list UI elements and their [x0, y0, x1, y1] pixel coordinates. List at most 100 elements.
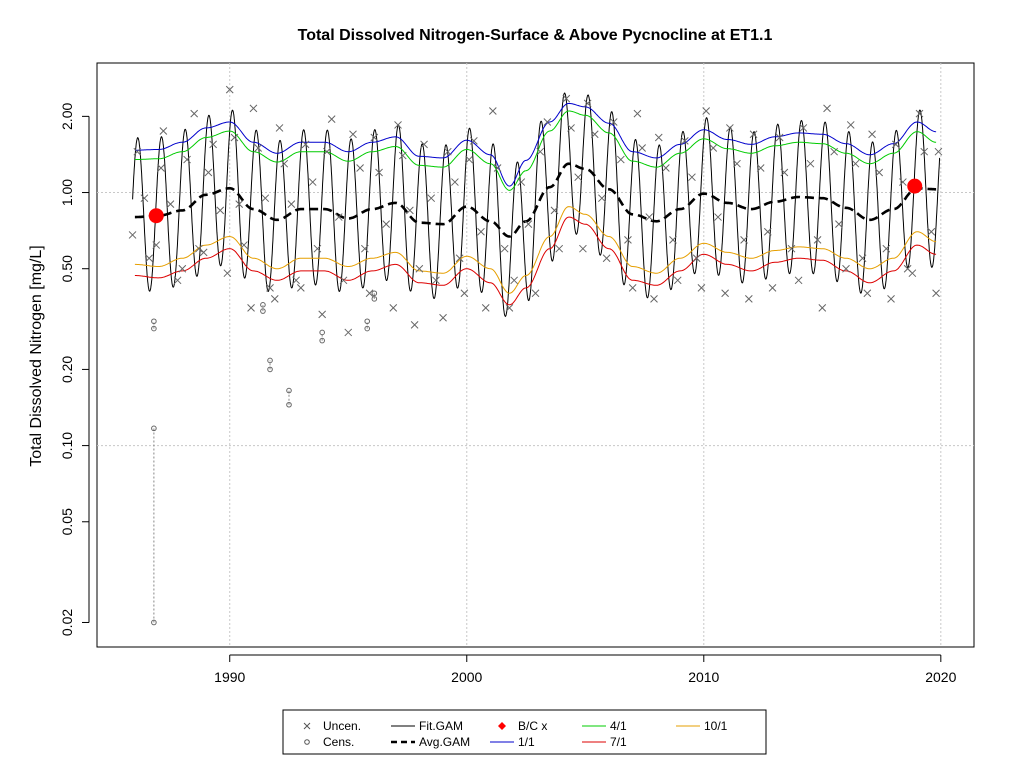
uncensored-point	[443, 147, 452, 156]
uncensored-point	[818, 304, 827, 312]
uncensored-point	[628, 284, 637, 292]
uncensored-point	[863, 289, 872, 298]
uncensored-point	[140, 194, 149, 203]
legend-box	[282, 709, 767, 755]
uncensored-point	[370, 133, 379, 142]
series-4-1	[134, 110, 937, 191]
legend-symbol-censored	[304, 739, 310, 745]
series-1-1	[134, 102, 937, 187]
uncensored-point	[846, 121, 855, 129]
legend-label: 7/1	[610, 735, 627, 749]
uncensored-point	[650, 295, 658, 303]
uncensored-point	[230, 133, 239, 142]
uncensored-point	[851, 159, 860, 168]
uncensored-point	[673, 276, 682, 285]
uncensored-point	[292, 276, 300, 285]
censored-point	[151, 325, 157, 332]
uncensored-point	[799, 124, 808, 132]
legend-label: Uncen.	[323, 719, 361, 733]
data-layer	[128, 85, 943, 626]
uncensored-point	[891, 140, 900, 149]
uncensored-point	[858, 254, 867, 263]
uncensored-point	[550, 206, 559, 215]
uncensored-point	[702, 107, 711, 115]
uncensored-point	[624, 236, 632, 244]
uncensored-point	[157, 164, 165, 172]
censored-point	[151, 619, 157, 626]
uncensored-point	[932, 289, 940, 298]
uncensored-point	[477, 227, 485, 236]
uncensored-point	[714, 213, 722, 221]
uncensored-point	[280, 159, 289, 168]
censored-point	[319, 337, 325, 344]
series-fit-gam	[132, 92, 941, 318]
uncensored-point	[669, 236, 677, 244]
uncensored-point	[908, 269, 917, 278]
uncensored-point	[823, 104, 831, 113]
uncensored-point	[899, 178, 907, 186]
legend-symbol-bc	[498, 722, 506, 730]
uncensored-point	[654, 133, 663, 142]
uncensored-point	[323, 147, 331, 156]
uncensored-point	[481, 304, 490, 312]
uncensored-point	[460, 289, 469, 298]
uncensored-point	[555, 244, 564, 253]
uncensored-point	[524, 220, 533, 229]
uncensored-point	[787, 244, 796, 253]
y-tick-label: 0.05	[59, 508, 75, 535]
uncensored-point	[296, 284, 305, 292]
uncensored-point	[733, 159, 741, 168]
uncensored-point	[493, 164, 502, 172]
uncensored-point	[455, 254, 464, 263]
uncensored-point	[517, 178, 526, 186]
uncensored-point	[382, 220, 391, 229]
uncensored-point	[590, 130, 599, 139]
legend-symbol-uncensored	[303, 722, 311, 730]
uncensored-point	[166, 200, 175, 208]
uncensored-point	[152, 241, 161, 249]
uncensored-point	[567, 124, 575, 132]
uncensored-point	[128, 231, 137, 239]
uncensored-point	[602, 254, 611, 263]
legend-label: 4/1	[610, 719, 627, 733]
legend-label: 1/1	[518, 735, 535, 749]
censored-point	[260, 302, 266, 308]
uncensored-point	[356, 164, 364, 172]
uncensored-point	[398, 151, 407, 160]
series-avg-gam	[134, 162, 937, 238]
uncensored-point	[915, 109, 924, 118]
y-tick-label: 0.02	[59, 609, 75, 636]
uncensored-point	[410, 321, 419, 329]
uncensored-point	[645, 213, 654, 221]
uncensored-point	[638, 144, 647, 152]
uncensored-point	[360, 244, 369, 253]
uncensored-point	[583, 99, 592, 108]
uncensored-point	[531, 289, 540, 298]
uncensored-point	[692, 254, 701, 263]
plot-area-frame	[96, 62, 975, 648]
uncensored-point	[415, 264, 424, 273]
uncensored-point	[266, 284, 274, 292]
uncensored-point	[749, 130, 758, 139]
censored-point	[286, 401, 292, 408]
uncensored-point	[688, 173, 696, 182]
uncensored-point	[451, 178, 459, 186]
uncensored-point	[439, 313, 447, 322]
bc-point	[907, 178, 923, 194]
uncensored-point	[775, 133, 784, 142]
series-7-1	[134, 216, 937, 306]
uncensored-point	[308, 178, 317, 186]
censored-point	[267, 366, 273, 373]
uncensored-point	[813, 236, 822, 244]
uncensored-point	[780, 168, 789, 177]
x-tick-label: 2020	[925, 669, 956, 685]
uncensored-point	[633, 109, 642, 118]
x-tick-label: 1990	[214, 669, 245, 685]
censored-point	[364, 325, 371, 332]
uncensored-point	[183, 155, 191, 164]
uncensored-point	[756, 164, 765, 172]
censored-point	[371, 290, 378, 297]
uncensored-point	[389, 304, 398, 312]
